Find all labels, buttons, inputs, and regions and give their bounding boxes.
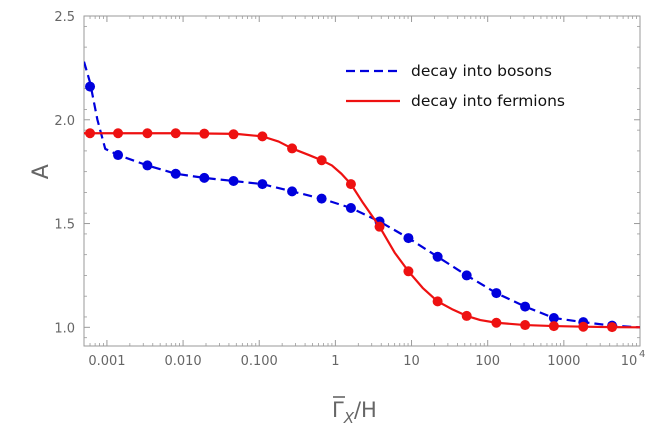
data-point-fermions (287, 143, 298, 154)
data-point-bosons (113, 150, 124, 161)
data-point-fermions (432, 296, 443, 307)
data-point-bosons (491, 288, 502, 299)
data-point-fermions (316, 155, 327, 166)
x-tick-label: 100 (475, 354, 500, 369)
axis-labels: A ΓX/H (29, 164, 377, 427)
axis-ticks: 0.001 0.010 0.100 1 10 100 1000 10 41.01.52.02.5 (54, 10, 645, 369)
data-point-fermions (113, 128, 124, 139)
x-tick-label-exponent: 4 (639, 349, 645, 360)
data-point-bosons (520, 301, 531, 312)
data-point-bosons (403, 233, 414, 244)
data-point-bosons (345, 202, 356, 213)
data-point-fermions (578, 321, 589, 332)
data-point-bosons (257, 179, 268, 190)
y-tick-label: 1.5 (54, 218, 75, 233)
x-tick-label: 0.100 (241, 354, 278, 369)
data-point-fermions (228, 129, 239, 140)
data-point-fermions (374, 221, 385, 232)
legend-label: decay into fermions (411, 92, 565, 110)
data-point-bosons (199, 172, 210, 183)
data-point-fermions (607, 322, 618, 333)
x-tick-label: 1000 (547, 354, 580, 369)
data-point-bosons (85, 81, 96, 92)
data-point-fermions (170, 128, 181, 139)
data-point-fermions (403, 266, 414, 277)
data-point-bosons (461, 270, 472, 281)
y-axis-label: A (29, 164, 54, 179)
x-tick-label: 10 (621, 354, 638, 369)
plot-frame (83, 15, 641, 347)
data-point-fermions (491, 317, 502, 328)
x-tick-label: 0.010 (164, 354, 201, 369)
data-point-bosons (287, 186, 298, 197)
data-point-bosons (142, 160, 153, 171)
x-tick-label: 0.001 (88, 354, 125, 369)
y-tick-label: 2.0 (54, 114, 75, 129)
data-point-fermions (461, 310, 472, 321)
data-point-bosons (548, 312, 559, 323)
x-axis-label: ΓX/H (332, 398, 377, 427)
data-point-fermions (345, 179, 356, 190)
x-tick-label: 1 (331, 354, 339, 369)
series-layer (84, 61, 640, 333)
data-point-bosons (170, 168, 181, 179)
data-point-bosons (432, 251, 443, 262)
y-tick-label: 1.0 (54, 321, 75, 336)
legend-label: decay into bosons (411, 62, 552, 80)
data-point-bosons (316, 193, 327, 204)
data-point-fermions (520, 320, 531, 331)
data-point-fermions (257, 131, 268, 142)
y-tick-label: 2.5 (54, 10, 75, 25)
data-point-fermions (199, 128, 210, 139)
x-tick-label: 10 (403, 354, 420, 369)
data-point-fermions (548, 321, 559, 332)
data-point-fermions (142, 128, 153, 139)
data-point-bosons (228, 176, 239, 186)
data-point-fermions (85, 128, 96, 139)
plot-border (83, 15, 641, 347)
series-line-fermions (84, 132, 640, 329)
legend: decay into bosons decay into fermions (346, 62, 565, 110)
